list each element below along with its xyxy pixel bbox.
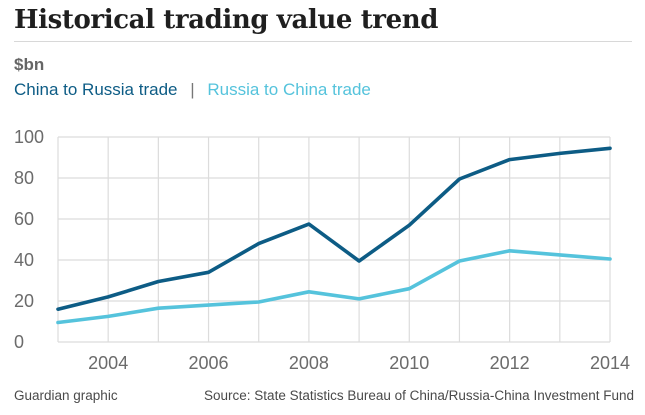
series-line-china-to-russia [56, 146, 612, 312]
y-tick-labels: 0 20 40 60 80 100 [14, 127, 44, 352]
x-tick-labels: 2004 2006 2008 2010 2012 2014 [88, 353, 630, 373]
x-tick-label: 2012 [490, 353, 530, 373]
y-tick-label: 60 [14, 209, 34, 229]
y-tick-label: 80 [14, 168, 34, 188]
title-divider [14, 41, 632, 42]
footer: Guardian graphic Source: State Statistic… [14, 387, 634, 405]
legend: China to Russia trade | Russia to China … [14, 80, 371, 100]
source-text: Source: State Statistics Bureau of China… [204, 388, 634, 403]
legend-china-to-russia: China to Russia trade [14, 80, 178, 99]
x-tick-label: 2014 [590, 353, 630, 373]
x-tick-label: 2008 [289, 353, 329, 373]
legend-separator: | [190, 80, 195, 99]
x-tick-label: 2006 [189, 353, 229, 373]
line-chart: 0 20 40 60 80 100 2004 2006 2008 2010 2012 2014 [14, 127, 630, 373]
y-tick-label: 20 [14, 291, 34, 311]
series-lines [56, 146, 612, 325]
series-line-russia-to-china [56, 249, 612, 325]
y-tick-label: 0 [14, 332, 24, 352]
x-tick-label: 2010 [389, 353, 429, 373]
chart-title: Historical trading value trend [14, 5, 439, 35]
vertical-grid [57, 137, 611, 342]
y-tick-label: 100 [14, 127, 44, 147]
x-tick-label: 2004 [88, 353, 128, 373]
units-label: $bn [14, 55, 45, 74]
y-tick-label: 40 [14, 250, 34, 270]
horizontal-grid [58, 136, 610, 343]
legend-russia-to-china: Russia to China trade [207, 80, 371, 99]
credit-text: Guardian graphic [14, 388, 118, 403]
